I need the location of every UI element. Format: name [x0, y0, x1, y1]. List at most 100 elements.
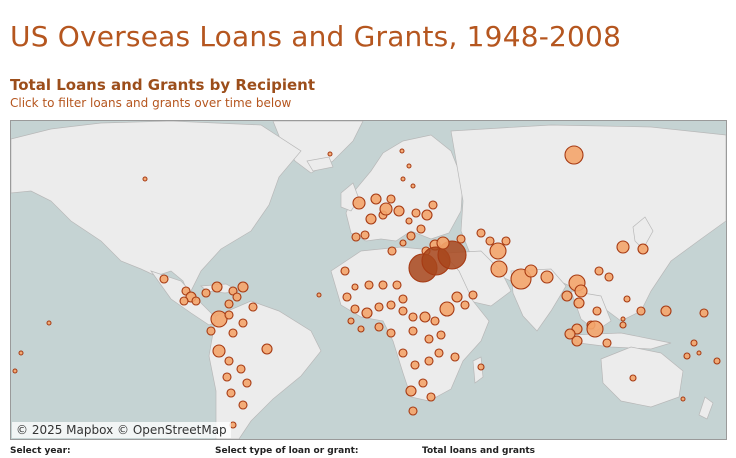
recipient-bubble[interactable] [477, 363, 485, 371]
recipient-bubble[interactable] [398, 348, 408, 358]
recipient-bubble[interactable] [351, 232, 361, 242]
recipient-bubble[interactable] [456, 234, 466, 244]
recipient-bubble[interactable] [398, 294, 408, 304]
recipient-bubble[interactable] [242, 378, 252, 388]
recipient-bubble[interactable] [379, 202, 393, 216]
recipient-bubble[interactable] [620, 316, 626, 322]
recipient-bubble[interactable] [604, 272, 614, 282]
recipient-bubble[interactable] [540, 270, 554, 284]
recipient-bubble[interactable] [361, 307, 373, 319]
recipient-bubble[interactable] [561, 290, 573, 302]
recipient-bubble[interactable] [228, 328, 238, 338]
recipient-bubble[interactable] [439, 301, 455, 317]
recipient-bubble[interactable] [586, 320, 604, 338]
world-map[interactable] [11, 121, 726, 439]
recipient-bubble[interactable] [206, 326, 216, 336]
recipient-bubble[interactable] [392, 280, 402, 290]
recipient-bubble[interactable] [237, 281, 249, 293]
recipient-bubble[interactable] [592, 306, 602, 316]
recipient-bubble[interactable] [342, 292, 352, 302]
recipient-bubble[interactable] [386, 194, 396, 204]
recipient-bubble[interactable] [211, 281, 223, 293]
recipient-bubble[interactable] [573, 297, 585, 309]
recipient-bubble[interactable] [226, 388, 236, 398]
recipient-bubble[interactable] [501, 236, 511, 246]
recipient-bubble[interactable] [574, 284, 588, 298]
recipient-bubble[interactable] [357, 325, 365, 333]
recipient-bubble[interactable] [201, 288, 211, 298]
recipient-bubble[interactable] [179, 296, 189, 306]
recipient-bubble[interactable] [232, 292, 242, 302]
recipient-bubble[interactable] [410, 183, 416, 189]
recipient-bubble[interactable] [485, 236, 495, 246]
recipient-bubble[interactable] [378, 280, 388, 290]
recipient-bubble[interactable] [696, 350, 702, 356]
recipient-bubble[interactable] [428, 200, 438, 210]
recipient-bubble[interactable] [18, 350, 24, 356]
recipient-bubble[interactable] [637, 243, 649, 255]
recipient-bubble[interactable] [419, 311, 431, 323]
recipient-bubble[interactable] [564, 145, 584, 165]
recipient-bubble[interactable] [424, 356, 434, 366]
recipient-bubble[interactable] [352, 196, 366, 210]
recipient-bubble[interactable] [524, 264, 538, 278]
recipient-bubble[interactable] [405, 385, 417, 397]
recipient-bubble[interactable] [360, 230, 370, 240]
recipient-bubble[interactable] [222, 372, 232, 382]
recipient-bubble[interactable] [210, 310, 228, 328]
recipient-bubble[interactable] [683, 352, 691, 360]
recipient-bubble[interactable] [350, 304, 360, 314]
recipient-bubble[interactable] [699, 308, 709, 318]
recipient-bubble[interactable] [450, 352, 460, 362]
recipient-bubble[interactable] [406, 163, 412, 169]
mapbox-link[interactable]: © 2025 Mapbox [16, 423, 114, 437]
recipient-bubble[interactable] [616, 240, 630, 254]
recipient-bubble[interactable] [399, 239, 407, 247]
recipient-bubble[interactable] [142, 176, 148, 182]
recipient-bubble[interactable] [370, 193, 382, 205]
recipient-bubble[interactable] [713, 357, 721, 365]
recipient-bubble[interactable] [406, 231, 416, 241]
recipient-bubble[interactable] [410, 360, 420, 370]
recipient-bubble[interactable] [365, 213, 377, 225]
recipient-bubble[interactable] [680, 396, 686, 402]
recipient-bubble[interactable] [424, 334, 434, 344]
recipient-bubble[interactable] [386, 300, 396, 310]
recipient-bubble[interactable] [629, 374, 637, 382]
recipient-bubble[interactable] [619, 321, 627, 329]
recipient-bubble[interactable] [564, 328, 576, 340]
recipient-bubble[interactable] [400, 176, 406, 182]
recipient-bubble[interactable] [374, 302, 384, 312]
recipient-bubble[interactable] [236, 364, 246, 374]
recipient-bubble[interactable] [327, 151, 333, 157]
recipient-bubble[interactable] [489, 242, 507, 260]
recipient-bubble[interactable] [430, 316, 440, 326]
recipient-bubble[interactable] [408, 312, 418, 322]
recipient-bubble[interactable] [224, 299, 234, 309]
recipient-bubble[interactable] [12, 368, 18, 374]
recipient-bubble[interactable] [623, 295, 631, 303]
recipient-bubble[interactable] [374, 322, 384, 332]
recipient-bubble[interactable] [393, 205, 405, 217]
recipient-bubble[interactable] [660, 305, 672, 317]
recipient-bubble[interactable] [690, 339, 698, 347]
recipient-bubble[interactable] [261, 343, 273, 355]
bubble-layer[interactable] [12, 145, 721, 429]
recipient-bubble[interactable] [436, 330, 446, 340]
recipient-bubble[interactable] [421, 209, 433, 221]
recipient-map[interactable]: © 2025 Mapbox © OpenStreetMap [10, 120, 727, 440]
recipient-bubble[interactable] [46, 320, 52, 326]
recipient-bubble[interactable] [460, 300, 470, 310]
recipient-bubble[interactable] [416, 224, 426, 234]
recipient-bubble[interactable] [418, 378, 428, 388]
recipient-bubble[interactable] [224, 356, 234, 366]
recipient-bubble[interactable] [476, 228, 486, 238]
recipient-bubble[interactable] [571, 335, 583, 347]
recipient-bubble[interactable] [594, 266, 604, 276]
recipient-bubble[interactable] [248, 302, 258, 312]
recipient-bubble[interactable] [451, 291, 463, 303]
recipient-bubble[interactable] [229, 421, 237, 429]
recipient-bubble[interactable] [434, 348, 444, 358]
recipient-bubble[interactable] [490, 260, 508, 278]
recipient-bubble[interactable] [212, 344, 226, 358]
